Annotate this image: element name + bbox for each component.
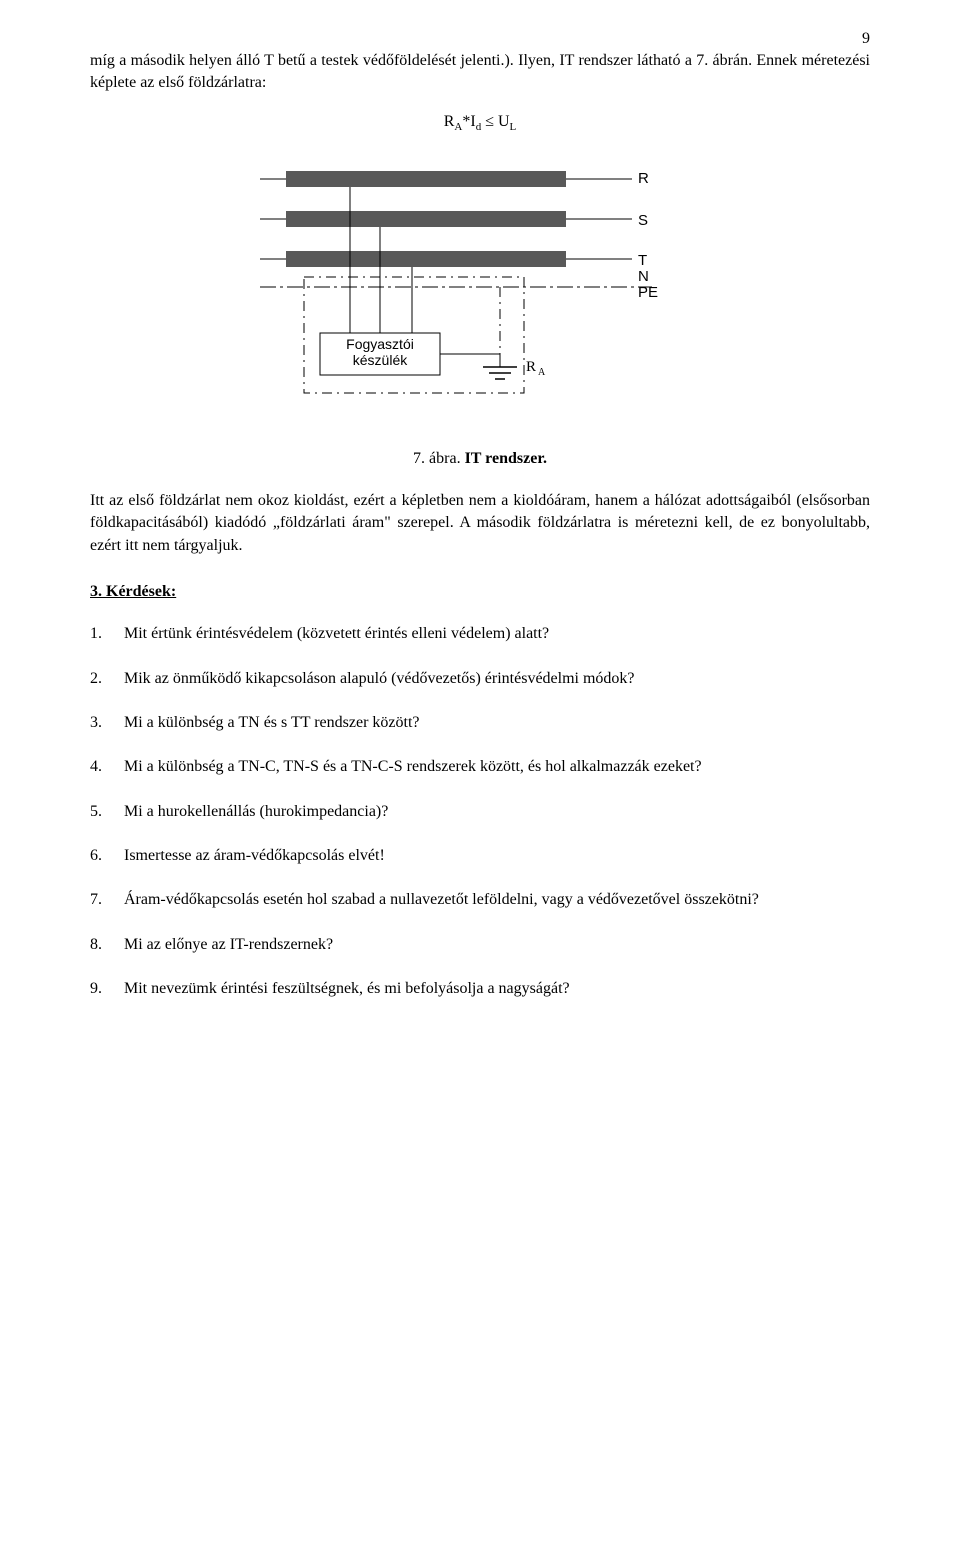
question-number: 3. [90, 712, 124, 734]
question-item: 2. Mik az önműködő kikapcsoláson alapuló… [90, 668, 870, 690]
figure-caption: 7. ábra. IT rendszer. [220, 450, 740, 468]
question-text: Mit értünk érintésvédelem (közvetett éri… [124, 623, 870, 645]
svg-text:készülék: készülék [353, 352, 408, 368]
svg-text:PE: PE [638, 284, 658, 301]
question-text: Áram-védőkapcsolás esetén hol szabad a n… [124, 889, 870, 911]
question-number: 6. [90, 845, 124, 867]
question-item: 4.Mi a különbség a TN-C, TN-S és a TN-C-… [90, 756, 870, 778]
svg-text:S: S [638, 212, 648, 229]
svg-text:A: A [538, 367, 546, 378]
question-item: 6.Ismertesse az áram-védőkapcsolás elvét… [90, 845, 870, 867]
question-text: Mi a különbség a TN-C, TN-S és a TN-C-S … [124, 756, 870, 778]
svg-text:Fogyasztói: Fogyasztói [346, 336, 414, 352]
question-item: 3.Mi a különbség a TN és s TT rendszer k… [90, 712, 870, 734]
question-item: 8. Mi az előnye az IT-rendszernek? [90, 934, 870, 956]
question-text: Mik az önműködő kikapcsoláson alapuló (v… [124, 668, 870, 690]
question-list: 1.Mit értünk érintésvédelem (közvetett é… [90, 623, 870, 1001]
diagram-svg: FogyasztóikészülékRARSTNPE [220, 153, 740, 433]
svg-text:R: R [526, 359, 536, 375]
intro-paragraph: míg a második helyen álló T betű a teste… [90, 50, 870, 95]
question-item: 5.Mi a hurokellenállás (hurokimpedancia)… [90, 801, 870, 823]
circuit-diagram: FogyasztóikészülékRARSTNPE 7. ábra. IT r… [220, 153, 740, 468]
question-text: Mi a hurokellenállás (hurokimpedancia)? [124, 801, 870, 823]
question-item: 7.Áram-védőkapcsolás esetén hol szabad a… [90, 889, 870, 911]
question-number: 9. [90, 978, 124, 1000]
question-number: 1. [90, 623, 124, 645]
question-item: 9.Mit nevezümk érintési feszültségnek, é… [90, 978, 870, 1000]
question-number: 4. [90, 756, 124, 778]
question-text: Mi a különbség a TN és s TT rendszer köz… [124, 712, 870, 734]
formula: RA*Id ≤ UL [90, 113, 870, 133]
page-number: 9 [862, 30, 870, 48]
svg-text:T: T [638, 252, 647, 269]
question-number: 5. [90, 801, 124, 823]
question-text: Mi az előnye az IT-rendszernek? [124, 934, 870, 956]
question-number: 8. [90, 934, 124, 956]
question-number: 2. [90, 668, 124, 690]
question-text: Mit nevezümk érintési feszültségnek, és … [124, 978, 870, 1000]
question-item: 1.Mit értünk érintésvédelem (közvetett é… [90, 623, 870, 645]
question-text: Ismertesse az áram-védőkapcsolás elvét! [124, 845, 870, 867]
section-title-questions: 3. Kérdések: [90, 583, 870, 601]
svg-text:R: R [638, 170, 649, 187]
question-number: 7. [90, 889, 124, 911]
svg-text:N: N [638, 268, 649, 285]
document-page: 9 míg a második helyen álló T betű a tes… [0, 0, 960, 1541]
paragraph-2: Itt az első földzárlat nem okoz kioldást… [90, 490, 870, 557]
